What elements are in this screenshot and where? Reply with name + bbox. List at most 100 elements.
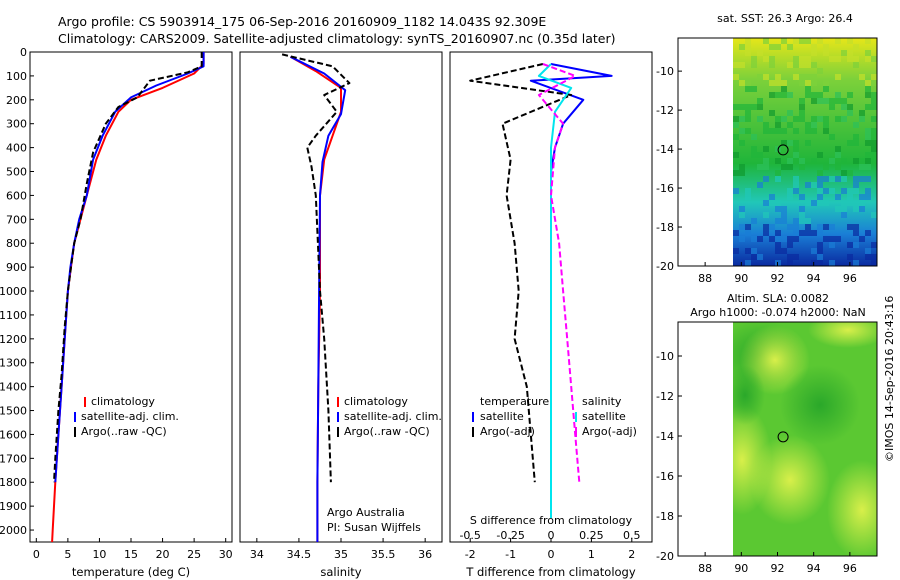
sst-cell — [775, 80, 781, 86]
sst-cell — [769, 62, 775, 68]
sst-cell — [811, 44, 817, 50]
sst-cell — [847, 170, 853, 176]
sst-cell — [823, 236, 829, 242]
legend-label-argo: Argo(..raw -QC) — [81, 425, 167, 438]
map-y-tick-label: -20 — [656, 550, 674, 563]
sst-cell — [751, 236, 757, 242]
sst-cell — [817, 230, 823, 236]
sst-cell — [865, 248, 871, 254]
sst-cell — [781, 92, 787, 98]
sst-cell — [805, 122, 811, 128]
sst-cell — [811, 116, 817, 122]
sst-cell — [847, 38, 853, 44]
sst-cell — [847, 194, 853, 200]
legend-label-climatology: climatology — [344, 395, 408, 408]
x-tick-label: 35.5 — [371, 548, 396, 561]
sst-cell — [847, 254, 853, 260]
legend-label-t-argo: Argo(-adj) — [480, 425, 535, 438]
sst-cell — [811, 248, 817, 254]
sst-cell — [739, 164, 745, 170]
sst-cell — [775, 230, 781, 236]
sst-cell — [751, 86, 757, 92]
sst-cell — [781, 218, 787, 224]
sst-cell — [847, 104, 853, 110]
map-x-tick-label: 96 — [843, 272, 857, 285]
sst-cell — [739, 116, 745, 122]
sst-cell — [847, 200, 853, 206]
sst-cell — [823, 116, 829, 122]
sst-cell — [847, 242, 853, 248]
sst-cell — [871, 212, 877, 218]
sst-cell — [781, 248, 787, 254]
sst-cell — [745, 38, 751, 44]
sst-cell — [739, 140, 745, 146]
sst-cell — [817, 248, 823, 254]
sst-cell — [751, 248, 757, 254]
sst-cell — [781, 140, 787, 146]
sst-cell — [757, 152, 763, 158]
sst-cell — [739, 212, 745, 218]
sst-cell — [787, 242, 793, 248]
map-y-tick-label: -12 — [656, 390, 674, 403]
y-tick-label: 300 — [6, 118, 27, 131]
legend-label-satellite: satellite-adj. clim. — [81, 410, 179, 423]
sst-cell — [859, 116, 865, 122]
sst-cell — [775, 218, 781, 224]
sst-cell — [835, 176, 841, 182]
y-tick-label: 1600 — [0, 428, 27, 441]
sst-cell — [805, 80, 811, 86]
y-tick-label: 800 — [6, 237, 27, 250]
sst-cell — [817, 176, 823, 182]
plot-frame — [239, 51, 443, 543]
sst-cell — [775, 128, 781, 134]
sst-cell — [793, 56, 799, 62]
sst-cell — [787, 188, 793, 194]
sst-cell — [841, 176, 847, 182]
series-line — [469, 63, 573, 483]
sst-cell — [787, 140, 793, 146]
sst-cell — [739, 44, 745, 50]
panel-difference: -2 -1 0 1 2 T difference from climatology S di… — [449, 51, 653, 579]
sst-cell — [787, 224, 793, 230]
sla-field-patch — [827, 460, 877, 556]
x-tick-label: 30 — [219, 548, 233, 561]
sst-cell — [823, 98, 829, 104]
x2-tick-label: -0.5 — [459, 529, 480, 542]
sst-cell — [853, 242, 859, 248]
sst-cell — [775, 92, 781, 98]
sst-cell — [787, 164, 793, 170]
sst-cell — [871, 242, 877, 248]
sst-cell — [757, 74, 763, 80]
sst-cell — [769, 110, 775, 116]
sst-cell — [817, 200, 823, 206]
sst-cell — [739, 128, 745, 134]
series-line — [53, 52, 203, 483]
sst-cell — [817, 68, 823, 74]
sst-cell — [871, 98, 877, 104]
y-tick-label: 1500 — [0, 405, 27, 418]
sst-cell — [805, 86, 811, 92]
sst-cell — [817, 188, 823, 194]
sst-cell — [793, 176, 799, 182]
y-tick-label: 1400 — [0, 381, 27, 394]
series-line — [537, 63, 573, 519]
sst-cell — [847, 110, 853, 116]
sst-cell — [817, 152, 823, 158]
sst-cell — [841, 188, 847, 194]
sst-cell — [835, 74, 841, 80]
sst-cell — [781, 80, 787, 86]
sst-cell — [871, 134, 877, 140]
sst-cell — [841, 212, 847, 218]
sst-cell — [793, 152, 799, 158]
sst-cell — [787, 62, 793, 68]
sst-cell — [853, 44, 859, 50]
sst-cell — [805, 140, 811, 146]
sst-cell — [817, 242, 823, 248]
sst-cell — [841, 116, 847, 122]
sst-cell — [799, 56, 805, 62]
annotation-pi: PI: Susan Wijffels — [327, 521, 421, 534]
sst-cell — [745, 260, 751, 266]
sst-cell — [739, 62, 745, 68]
sst-cell — [793, 158, 799, 164]
sst-cell — [805, 38, 811, 44]
